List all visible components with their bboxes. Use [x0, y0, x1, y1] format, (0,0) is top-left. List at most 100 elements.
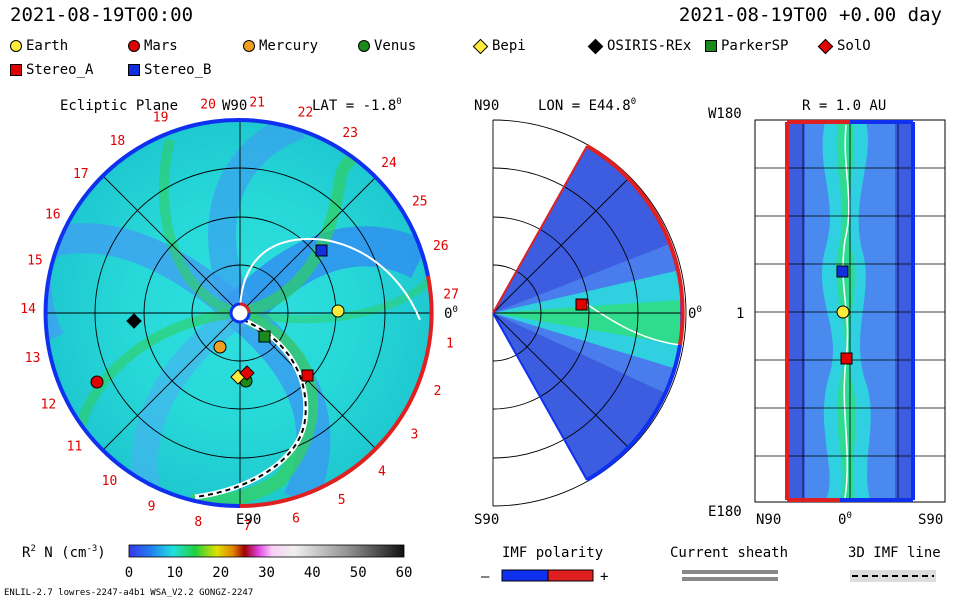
y-mid-label: 1 [736, 306, 744, 322]
imf-minus: – [481, 569, 490, 585]
carrington-tick-label: 14 [20, 302, 36, 317]
carrington-tick-label: 8 [194, 515, 202, 530]
colorbar-tick-label: 10 [166, 565, 183, 581]
imf3d-title: 3D IMF line [848, 545, 941, 561]
right-timestamp: 2021-08-19T00 +0.00 day [678, 4, 942, 26]
meridional-polarity-negative [585, 344, 682, 482]
legend-label: OSIRIS-REx [607, 38, 692, 54]
carrington-tick-label: 4 [378, 465, 386, 480]
carrington-tick-label: 21 [249, 96, 265, 111]
s90-label: S90 [474, 512, 499, 528]
square-icon [10, 64, 22, 76]
colorbar-label: R2 N (cm-3) [22, 544, 106, 561]
carrington-tick-label: 6 [292, 512, 300, 527]
parker-marker [258, 330, 271, 343]
carrington-tick-label: 22 [298, 105, 314, 120]
meridional-zero-label: 00 [688, 305, 702, 322]
carrington-tick-label: 5 [338, 493, 346, 508]
meridional-density-map [493, 146, 684, 480]
carrington-tick-label: 17 [73, 167, 89, 182]
x-mid-label: 00 [838, 511, 852, 528]
legend-label: Stereo_B [144, 62, 212, 78]
left-timestamp: 2021-08-19T00:00 [10, 4, 194, 26]
legend-label: ParkerSP [721, 38, 789, 54]
ecliptic-title: Ecliptic Plane [60, 98, 178, 114]
w180-label: W180 [708, 106, 742, 122]
legend-label: Earth [26, 38, 69, 54]
carrington-tick-label: 15 [27, 253, 43, 268]
footer-left: ENLIL-2.7 lowres-2247-a4b1 WSA_V2.2 GONG… [4, 588, 253, 598]
legend-item-solo: SolO [817, 38, 871, 54]
circle-icon [10, 40, 22, 52]
carrington-tick-label: 24 [381, 156, 397, 171]
latlon-earth-marker [836, 305, 850, 319]
legend-item-parkersp: ParkerSP [705, 38, 788, 54]
current-sheath-title: Current sheath [670, 545, 788, 561]
legend-label: Bepi [492, 38, 526, 54]
square-icon [128, 64, 140, 76]
colorbar-tick-label: 30 [258, 565, 275, 581]
square-icon [705, 40, 717, 52]
carrington-tick-label: 9 [148, 500, 156, 515]
carrington-tick-label: 27 [443, 287, 459, 302]
lon-label: LON = E44.80 [538, 97, 636, 114]
colorbar-tick-label: 40 [304, 565, 321, 581]
carrington-tick-label: 11 [67, 440, 83, 455]
legend-item-venus: Venus [358, 38, 416, 54]
colorbar-tick-label: 60 [396, 565, 413, 581]
imf-positive-bar [547, 569, 594, 582]
n90-label: N90 [474, 98, 499, 114]
colorbar-tick-label: 0 [125, 565, 133, 581]
legend-item-stereo-b: Stereo_B [128, 62, 211, 78]
solo-marker [239, 365, 255, 381]
sheath-bar-1 [682, 570, 778, 574]
ecliptic-polarity-positive [239, 275, 434, 508]
legend-item-osiris-rex: OSIRIS-REx [587, 38, 692, 54]
stereo-a-marker [301, 369, 314, 382]
latlon-stereo-b-marker [836, 265, 849, 278]
mercury-marker [213, 340, 227, 354]
ecliptic-zero-label: 00 [444, 305, 458, 322]
w90-label: W90 [222, 98, 247, 114]
carrington-tick-label: 19 [153, 110, 169, 125]
carrington-tick-label: 18 [110, 134, 126, 149]
legend-label: SolO [837, 38, 871, 54]
sheath-bar-2 [682, 577, 778, 581]
s90-x-label: S90 [918, 512, 943, 528]
legend-item-stereo-a: Stereo_A [10, 62, 93, 78]
carrington-tick-label: 2 [434, 384, 442, 399]
imf-plus: + [600, 569, 608, 585]
colorbar-tick-label: 20 [212, 565, 229, 581]
legend-item-mars: Mars [128, 38, 178, 54]
colorbar [128, 544, 405, 558]
circle-icon [358, 40, 370, 52]
legend-label: Mars [144, 38, 178, 54]
carrington-tick-label: 1 [446, 337, 454, 352]
meridional-stereo-a-marker [575, 298, 588, 311]
carrington-tick-label: 12 [41, 398, 57, 413]
legend-label: Stereo_A [26, 62, 94, 78]
carrington-tick-label: 7 [243, 519, 251, 534]
carrington-tick-label: 13 [25, 351, 41, 366]
radius-title: R = 1.0 AU [802, 98, 886, 114]
osiris-rex-marker [126, 313, 142, 329]
circle-icon [128, 40, 140, 52]
meridional-polarity-positive [585, 144, 685, 346]
legend-item-earth: Earth [10, 38, 68, 54]
colorbar-ticks: 0 10 20 30 40 50 60 [125, 565, 413, 581]
imf-negative-bar [501, 569, 549, 582]
colorbar-tick-label: 50 [350, 565, 367, 581]
carrington-tick-label: 25 [412, 195, 428, 210]
earth-marker [331, 304, 345, 318]
stereo-b-marker [315, 244, 328, 257]
circle-icon [243, 40, 255, 52]
carrington-tick-label: 23 [342, 126, 358, 141]
carrington-tick-label: 10 [102, 474, 118, 489]
legend-label: Venus [374, 38, 417, 54]
latlon-density-map [754, 119, 946, 503]
e90-label: E90 [236, 512, 261, 528]
lat-label: LAT = -1.80 [312, 97, 402, 114]
legend-item-mercury: Mercury [243, 38, 318, 54]
ecliptic-polarity-negative [43, 118, 430, 509]
carrington-tick-label: 3 [410, 428, 418, 443]
